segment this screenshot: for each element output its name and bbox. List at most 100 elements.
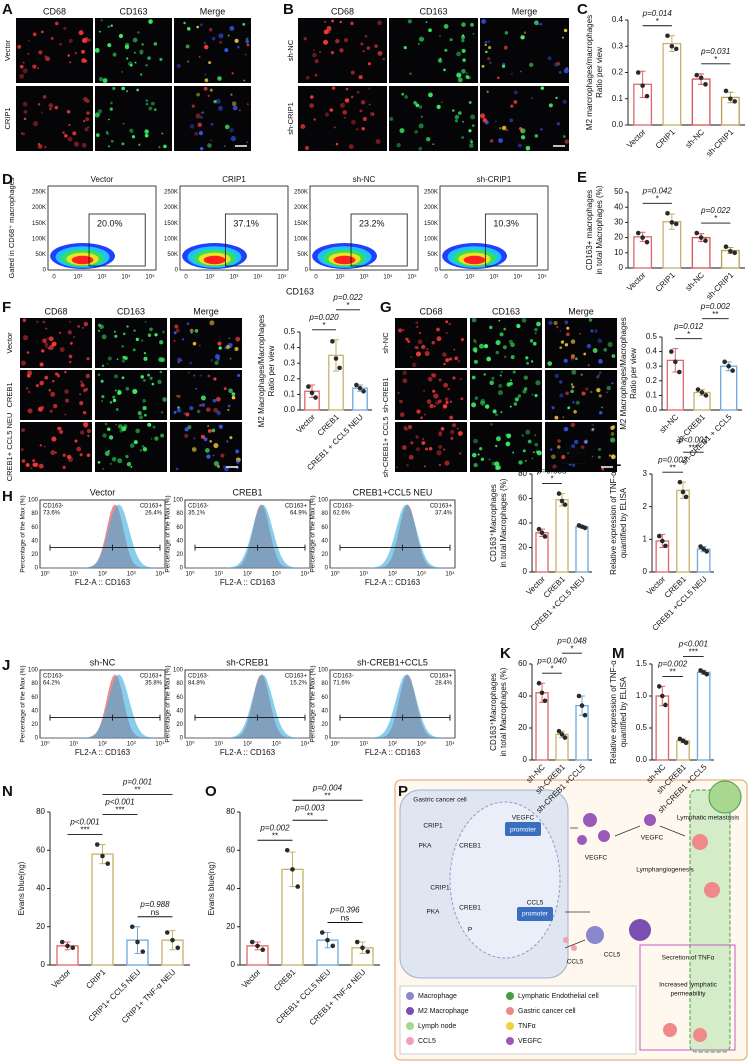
stain-dot <box>459 378 462 381</box>
stain-dot <box>107 43 112 48</box>
stain-dot <box>457 77 463 83</box>
data-point <box>164 930 170 935</box>
stain-dot <box>122 332 126 336</box>
gate-line <box>194 544 306 551</box>
data-point <box>694 230 700 236</box>
stain-dot <box>112 52 117 57</box>
stain-dot <box>94 47 100 53</box>
stain-dot <box>399 412 405 418</box>
y-tick-label: 80 <box>31 681 38 687</box>
stain-dot <box>41 30 44 34</box>
stain-dot <box>83 120 86 123</box>
y-tick-label: 80 <box>36 807 45 816</box>
x-tick-label: Vector <box>50 967 73 990</box>
stain-dot <box>159 370 162 374</box>
stain-dot <box>19 64 24 69</box>
stain-dot <box>180 359 183 362</box>
stain-dot <box>230 344 232 346</box>
p-value: p=0.012 <box>673 322 704 331</box>
stain-dot <box>28 39 30 42</box>
stain-dot <box>510 104 514 108</box>
stain-dot <box>525 145 531 151</box>
stain-dot <box>535 380 541 386</box>
x-tick-label: 10⁵ <box>277 274 287 281</box>
stain-dot <box>457 111 462 115</box>
stain-dot <box>81 142 87 148</box>
stain-dot <box>547 361 553 366</box>
legend-box <box>399 985 637 1055</box>
y-axis-label: Percentage of the Max (%) <box>20 665 27 742</box>
stain-dot <box>432 389 436 393</box>
stain-dot <box>570 383 573 386</box>
gate <box>484 213 538 267</box>
stain-dot <box>598 374 600 376</box>
y-tick-label: 0 <box>231 960 236 969</box>
stain-dot <box>234 38 239 43</box>
stain-dot <box>563 426 569 432</box>
stain-dot <box>64 370 67 374</box>
stain-dot <box>534 134 539 138</box>
stain-dot <box>203 86 208 91</box>
micrograph <box>95 86 172 151</box>
stain-dot <box>421 441 426 445</box>
stain-dot <box>186 322 190 326</box>
p-value: p=0.003 <box>294 803 325 812</box>
stain-dot <box>236 45 240 49</box>
stain-dot <box>389 116 394 121</box>
stain-dot <box>143 352 147 355</box>
stain-dot <box>187 425 192 430</box>
stain-dot <box>69 321 71 323</box>
legend-label: Lymph node <box>418 1023 456 1030</box>
stain-dot <box>498 138 503 143</box>
stain-dot <box>225 345 230 350</box>
stain-dot <box>426 399 432 404</box>
stain-dot <box>475 341 477 344</box>
y-tick-label: 0.1 <box>284 390 296 399</box>
stain-dot <box>200 395 206 401</box>
stain-dot <box>131 135 136 139</box>
stain-dot <box>454 119 458 123</box>
stain-dot <box>41 349 45 353</box>
stain-dot <box>444 397 449 401</box>
promoter-box <box>517 907 553 921</box>
y-tick-label: 200K <box>424 205 438 211</box>
stain-dot <box>398 328 403 333</box>
stain-dot <box>22 61 25 64</box>
panel-letter: C <box>577 1 588 18</box>
data-point <box>255 943 260 949</box>
stain-dot <box>505 441 511 447</box>
x-tick-label: 10⁴ <box>300 741 310 748</box>
data-point <box>330 339 335 344</box>
gate-label: CD163+ <box>285 504 308 510</box>
stain-dot <box>140 375 144 379</box>
stain-dot <box>243 79 246 82</box>
stain-dot <box>218 105 223 111</box>
stain-dot <box>20 360 27 366</box>
stain-dot <box>396 466 399 469</box>
y-tick-label: 0 <box>35 566 39 572</box>
y-tick-label: 0 <box>523 567 528 576</box>
stain-dot <box>589 390 593 394</box>
p-value: p<0.001 <box>678 435 708 444</box>
stain-dot <box>140 73 143 76</box>
stain-dot <box>203 41 207 45</box>
stain-dot <box>415 351 421 357</box>
significance-mark: ns <box>341 914 349 923</box>
stain-dot <box>229 436 233 440</box>
y-axis-label: M2 Macrophages/Macrophages <box>619 317 628 430</box>
stain-dot <box>532 451 535 454</box>
stain-dot <box>25 387 29 390</box>
y-axis-label: Percentage of the Max (%) <box>165 495 172 572</box>
stain-dot <box>521 318 527 323</box>
stain-dot <box>123 424 128 429</box>
stain-dot <box>563 358 568 363</box>
stain-dot <box>229 357 232 360</box>
stain-dot <box>66 454 72 460</box>
stain-dot <box>436 104 441 109</box>
data-point <box>333 356 339 361</box>
stain-dot <box>176 408 182 413</box>
plot-title: Vector <box>91 175 114 184</box>
stain-dot <box>342 110 348 115</box>
stain-dot <box>39 362 44 367</box>
stain-dot <box>442 404 448 409</box>
